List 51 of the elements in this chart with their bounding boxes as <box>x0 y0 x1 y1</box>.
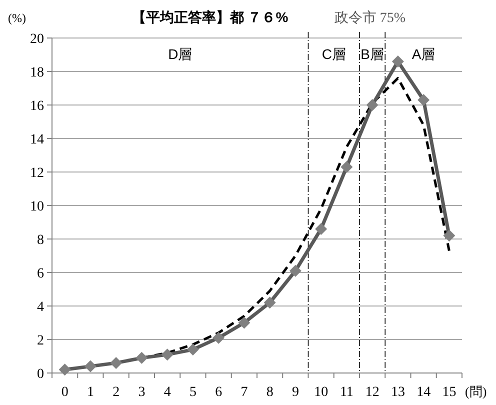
y-tick-label: 16 <box>30 99 44 114</box>
point <box>366 99 378 111</box>
x-tick-label: 0 <box>61 385 68 400</box>
x-tick-label: 1 <box>86 385 94 400</box>
annotation: D層 <box>168 46 192 62</box>
x-tick-label: 9 <box>292 385 299 400</box>
y-tick-label: 6 <box>37 266 44 282</box>
x-tick-label: 15 <box>442 385 456 400</box>
x-tick-label: 8 <box>266 385 274 400</box>
x-tick-label: 7 <box>240 385 248 400</box>
x-tick-label: 12 <box>365 385 380 400</box>
annotation: A層 <box>412 46 436 62</box>
chart-title: 【平均正答率】都 ７６% <box>132 9 289 25</box>
x-tick-label: 3 <box>138 385 146 400</box>
y-tick-label: 8 <box>37 233 44 248</box>
y-tick-label: 20 <box>30 32 44 47</box>
y-tick-label: 2 <box>37 334 44 348</box>
y-axis-title: (%) <box>8 11 26 25</box>
point <box>110 356 122 369</box>
annotation: B層 <box>360 46 384 62</box>
point <box>212 332 225 344</box>
chart-subtitle: 政令市 75% <box>334 10 406 26</box>
annotation: C層 <box>322 46 346 62</box>
x-tick-label: 6 <box>215 385 222 400</box>
y-tick-label: 0 <box>37 367 44 382</box>
y-tick-label: 10 <box>30 200 44 214</box>
point <box>289 264 302 277</box>
point <box>418 94 430 106</box>
x-tick-label: 11 <box>340 385 354 400</box>
x-tick-label: 13 <box>390 385 405 400</box>
point <box>136 352 148 364</box>
point <box>443 230 456 242</box>
point <box>340 160 353 173</box>
x-tick-label: 2 <box>112 385 120 400</box>
point <box>264 296 276 309</box>
y-tick-label: 12 <box>30 166 44 181</box>
point <box>58 364 71 376</box>
x-axis-title: (問) <box>465 384 487 399</box>
point <box>315 222 328 235</box>
point <box>392 55 404 68</box>
y-tick-label: 18 <box>30 66 44 80</box>
point <box>186 344 199 356</box>
x-tick-label: 5 <box>189 385 196 400</box>
y-tick-label: 4 <box>37 300 44 315</box>
point <box>161 348 174 361</box>
point <box>84 360 96 372</box>
point <box>238 316 250 329</box>
x-tick-label: 14 <box>416 385 431 400</box>
x-tick-label: 10 <box>314 385 328 400</box>
y-tick-label: 14 <box>30 132 44 148</box>
x-tick-label: 4 <box>164 385 171 400</box>
